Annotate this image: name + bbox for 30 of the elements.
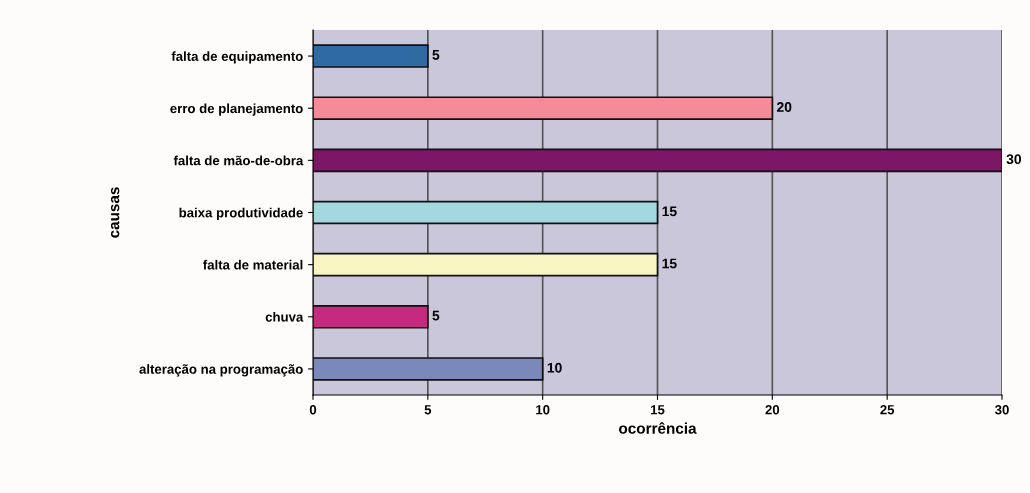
data-label: 15 <box>662 206 677 217</box>
data-label: 15 <box>662 258 677 269</box>
bar <box>313 252 659 277</box>
bar <box>313 148 1002 173</box>
y-tick-label: falta de equipamento <box>171 51 303 64</box>
x-tick-label: 25 <box>880 405 895 415</box>
x-tick-label: 10 <box>536 405 550 415</box>
bar <box>313 305 429 329</box>
y-tick-label: baixa produtividade <box>179 207 303 221</box>
x-tick-label: 5 <box>424 405 432 415</box>
y-tick-label: chuva <box>265 312 304 322</box>
x-axis-title: ocorrência <box>619 422 697 434</box>
data-label: 10 <box>547 362 562 373</box>
y-axis-title: causas <box>110 187 120 238</box>
bar <box>313 96 774 120</box>
bar <box>313 44 429 68</box>
x-tick-label: 30 <box>994 405 1009 415</box>
data-label: 20 <box>776 102 792 112</box>
y-tick-label: alteração na programação <box>139 364 303 377</box>
x-tick-label: 20 <box>765 405 780 415</box>
bar <box>313 357 544 381</box>
x-tick-label: 0 <box>309 405 317 415</box>
data-label: 5 <box>432 50 440 60</box>
bar <box>313 200 659 225</box>
y-tick-label: erro de planejamento <box>170 103 303 116</box>
y-tick-label: falta de mão-de-obra <box>173 155 304 166</box>
x-tick-label: 15 <box>650 405 665 415</box>
data-label: 5 <box>432 310 440 321</box>
y-tick-label: falta de material <box>203 259 303 270</box>
data-label: 30 <box>1006 154 1022 165</box>
